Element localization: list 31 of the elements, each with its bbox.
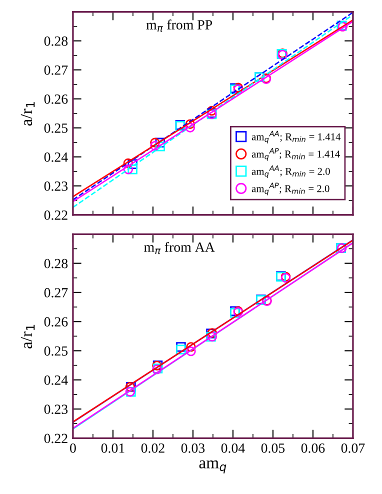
x-tick-label: 0.01: [101, 443, 124, 453]
y-tick-label: 0.27: [44, 65, 68, 75]
y-tick-label: 0.26: [44, 94, 68, 104]
x-tick-label: 0.07: [341, 443, 365, 453]
x-tick-label: 0.03: [181, 443, 205, 453]
y-tick-label: 0.24: [44, 375, 68, 385]
y-tick-label: 0.26: [44, 317, 68, 327]
x-axis-title: am$_{q}$: [199, 460, 226, 474]
annotation: m$_{π}$ from PP: [146, 20, 212, 32]
y-tick-label: 0.24: [44, 152, 68, 162]
y-tick-label: 0.22: [44, 434, 68, 444]
x-tick-label: 0.04: [221, 443, 245, 453]
x-tick-label: 0: [70, 443, 76, 453]
y-tick-label: 0.25: [44, 346, 68, 356]
annotation: m$_{π}$ from AA: [144, 242, 215, 254]
x-tick-label: 0.06: [301, 443, 325, 453]
legend-label: am$_{q}$$^{AP}$; R$_{min}$ = 2.0: [252, 182, 330, 196]
legend-label: am$_{q}$$^{AA}$; R$_{min}$ = 1.414: [252, 130, 341, 144]
y-tick-label: 0.22: [44, 210, 68, 220]
y-axis-title: a/r$_{1}$: [20, 102, 35, 126]
legend-label: am$_{q}$$^{AA}$; R$_{min}$ = 2.0: [252, 165, 330, 178]
y-tick-label: 0.23: [44, 181, 68, 191]
legend-label: am$_{q}$$^{AP}$; R$_{min}$ = 1.414: [252, 148, 340, 161]
y-axis-title: a/r$_{1}$: [20, 324, 35, 348]
y-tick-label: 0.23: [44, 404, 68, 414]
y-tick-label: 0.28: [44, 258, 68, 268]
y-tick-label: 0.25: [44, 123, 68, 133]
x-tick-label: 0.05: [261, 443, 285, 453]
y-tick-label: 0.27: [44, 288, 68, 298]
x-tick-label: 0.02: [141, 443, 164, 453]
y-tick-label: 0.28: [44, 36, 68, 46]
